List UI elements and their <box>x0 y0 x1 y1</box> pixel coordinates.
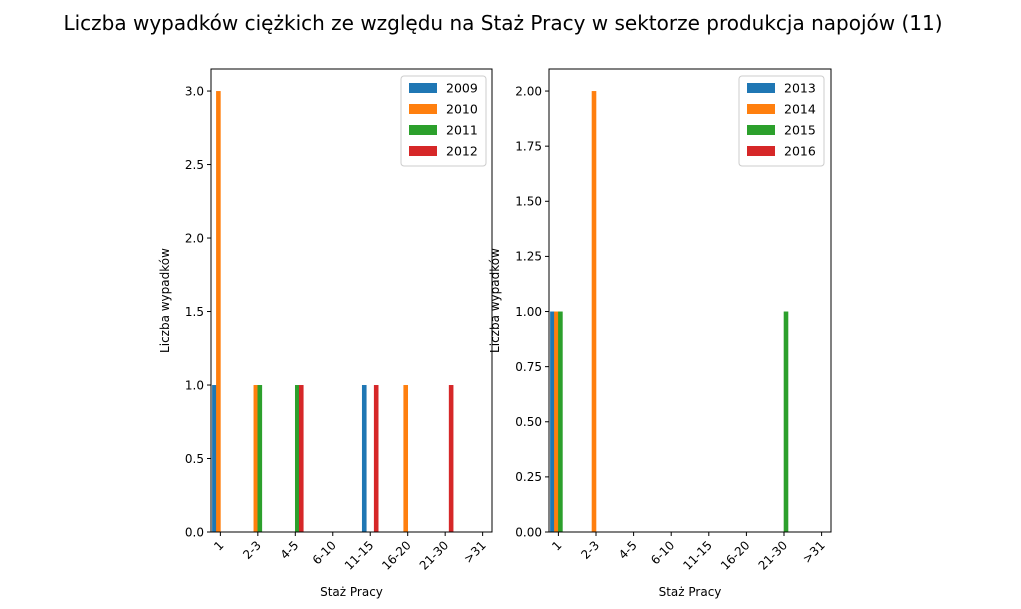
y-tick-label: 1.25 <box>515 250 542 264</box>
legend-label: 2010 <box>446 102 478 117</box>
bar-2009-11-15 <box>361 385 367 532</box>
y-tick-label: 1.00 <box>515 305 542 319</box>
y-tick-label: 0.75 <box>515 360 542 374</box>
y-tick-label: 0.5 <box>185 452 204 466</box>
bar-2012-11-15 <box>373 385 379 532</box>
legend: 2013 2014 2015 2016 <box>738 75 825 167</box>
legend-swatch <box>409 125 437 135</box>
x-tick-label: >31 <box>461 538 489 566</box>
legend-label: 2009 <box>446 81 478 96</box>
legend-label: 2011 <box>446 123 478 138</box>
legend-box <box>400 75 487 167</box>
y-axis-label: Liczba wypadków <box>158 248 172 353</box>
x-tick-label: 6-10 <box>648 538 677 567</box>
x-tick-label: 4-5 <box>616 538 640 562</box>
x-tick-label: 11-15 <box>680 538 715 573</box>
legend-box <box>738 75 825 167</box>
y-tick-label: 1.0 <box>185 378 204 392</box>
legend-label: 2012 <box>446 144 478 159</box>
legend-swatch <box>747 83 775 93</box>
y-tick-label: 2.00 <box>515 84 542 98</box>
x-tick-label: 21-30 <box>756 538 791 573</box>
bar-2012-4-5 <box>298 385 304 532</box>
bar-2012-21-30 <box>448 385 454 532</box>
legend-swatch <box>747 125 775 135</box>
bar-2011-4-5 <box>294 385 300 532</box>
y-tick-label: 1.75 <box>515 139 542 153</box>
axes-frame <box>210 68 493 533</box>
x-tick-label: 1 <box>211 538 226 553</box>
y-tick-label: 0.50 <box>515 415 542 429</box>
bar-2013-1 <box>550 311 555 532</box>
x-tick-label: 16-20 <box>718 538 753 573</box>
axes-frame <box>548 68 832 533</box>
y-tick-label: 0.25 <box>515 470 542 484</box>
y-axis-label: Liczba wypadków <box>488 248 502 353</box>
bar-2010-1 <box>216 91 221 533</box>
legend: 2009 2010 2011 2012 <box>400 75 487 167</box>
bar-2015-1 <box>558 311 563 532</box>
y-tick-label: 1.50 <box>515 195 542 209</box>
x-axis-label: Staż Pracy <box>659 585 722 599</box>
legend-label: 2014 <box>784 102 816 117</box>
left-subplot: 0.0 0.5 1.0 1.5 2.0 2.5 3.0 1 2-3 4-5 6-10 11-15 16-… <box>158 68 493 599</box>
y-tick-label: 0.00 <box>515 525 542 539</box>
x-tick-label: 6-10 <box>310 538 339 567</box>
bar-2011-2-3 <box>257 385 263 532</box>
bar-2014-2-3 <box>591 91 597 533</box>
legend-swatch <box>409 83 437 93</box>
y-tick-label: 2.5 <box>185 158 204 172</box>
legend-label: 2016 <box>784 144 816 159</box>
x-tick-label: 21-30 <box>417 538 452 573</box>
x-tick-label: 1 <box>549 538 564 553</box>
bar-2010-2-3 <box>253 385 259 532</box>
x-tick-label: 16-20 <box>379 538 414 573</box>
x-tick-label: 2-3 <box>240 538 264 562</box>
chart-title: Liczba wypadków ciężkich ze względu na S… <box>63 11 942 35</box>
y-tick-label: 0.0 <box>185 525 204 539</box>
legend-label: 2013 <box>784 81 816 96</box>
x-tick-label: 2-3 <box>578 538 602 562</box>
bar-2015-21-30 <box>783 311 789 532</box>
right-subplot: 0.00 0.25 0.50 0.75 1.00 1.25 1.50 1.75 2.00 1 2-3… <box>488 68 832 599</box>
bar-2009-1 <box>212 385 217 532</box>
legend-swatch <box>747 104 775 114</box>
x-tick-label: 11-15 <box>342 538 377 573</box>
x-tick-label: >31 <box>800 538 828 566</box>
bar-2010-16-20 <box>403 385 409 532</box>
legend-label: 2015 <box>784 123 816 138</box>
legend-swatch <box>409 104 437 114</box>
bar-2014-1 <box>554 311 559 532</box>
x-axis-label: Staż Pracy <box>320 585 383 599</box>
x-tick-label: 4-5 <box>278 538 302 562</box>
y-tick-label: 2.0 <box>185 231 204 245</box>
legend-swatch <box>747 146 775 156</box>
y-tick-label: 3.0 <box>185 84 204 98</box>
legend-swatch <box>409 146 437 156</box>
y-tick-label: 1.5 <box>185 305 204 319</box>
